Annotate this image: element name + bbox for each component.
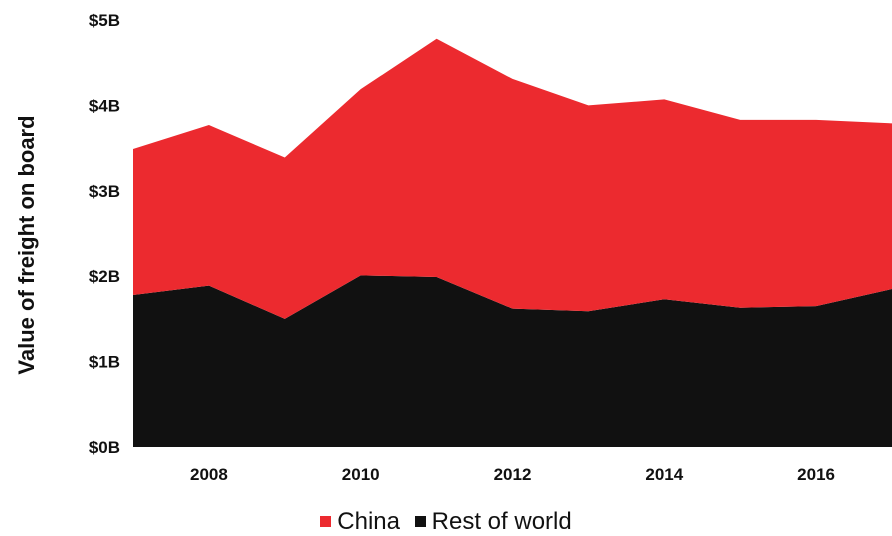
area-series-china bbox=[133, 39, 892, 319]
x-tick-label: 2014 bbox=[645, 465, 683, 484]
x-axis-ticks: 2008 2010 2012 2014 2016 bbox=[190, 465, 835, 484]
y-tick-label: $2B bbox=[89, 267, 120, 286]
y-tick-label: $0B bbox=[89, 438, 120, 457]
chart-legend: China Rest of world bbox=[0, 508, 892, 536]
legend-swatch-china bbox=[320, 516, 331, 527]
y-tick-label: $4B bbox=[89, 96, 120, 115]
legend-label-rest-of-world: Rest of world bbox=[432, 508, 572, 535]
legend-item-rest-of-world: Rest of world bbox=[415, 508, 572, 536]
x-tick-label: 2016 bbox=[797, 465, 835, 484]
legend-item-china: China bbox=[320, 508, 400, 536]
x-tick-label: 2008 bbox=[190, 465, 228, 484]
area-layer bbox=[133, 39, 892, 447]
y-tick-label: $3B bbox=[89, 182, 120, 201]
y-tick-label: $5B bbox=[89, 11, 120, 30]
y-tick-label: $1B bbox=[89, 353, 120, 372]
legend-swatch-rest-of-world bbox=[415, 516, 426, 527]
legend-label-china: China bbox=[337, 508, 400, 535]
y-axis-ticks: $0B $1B $2B $3B $4B $5B bbox=[89, 11, 120, 457]
x-tick-label: 2010 bbox=[342, 465, 380, 484]
x-tick-label: 2012 bbox=[494, 465, 532, 484]
y-axis-label: Value of freight on board bbox=[14, 115, 39, 374]
